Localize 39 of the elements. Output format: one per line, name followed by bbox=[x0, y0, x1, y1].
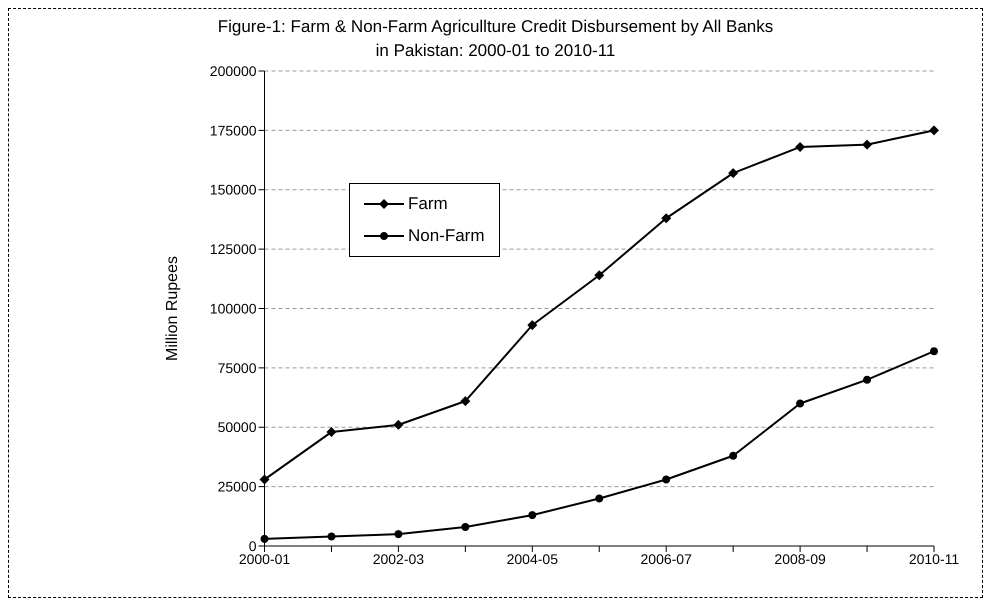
x-tick-label: 2002-03 bbox=[372, 550, 424, 567]
point bbox=[394, 530, 402, 538]
point bbox=[729, 452, 738, 460]
point bbox=[595, 494, 604, 502]
point bbox=[260, 534, 269, 543]
y-tick-label: 25000 bbox=[218, 478, 257, 495]
x-tick-label: 2008-09 bbox=[774, 550, 826, 567]
y-tick-label: 175000 bbox=[210, 122, 257, 138]
point bbox=[796, 400, 804, 408]
point bbox=[662, 476, 670, 484]
point bbox=[326, 427, 336, 437]
point bbox=[863, 376, 872, 384]
point bbox=[327, 532, 336, 540]
point bbox=[930, 347, 938, 356]
point bbox=[460, 396, 470, 406]
legend-label: Farm bbox=[408, 194, 448, 214]
x-tick-label: 2010-11 bbox=[908, 550, 960, 567]
point bbox=[795, 142, 806, 152]
y-tick-label: 100000 bbox=[210, 300, 257, 316]
point bbox=[594, 270, 604, 280]
point bbox=[461, 523, 470, 531]
y-tick-label: 150000 bbox=[210, 182, 257, 198]
point bbox=[527, 320, 538, 330]
y-tick-label: 200000 bbox=[210, 62, 257, 79]
point bbox=[260, 474, 270, 484]
legend-label: Non-Farm bbox=[408, 226, 485, 246]
x-tick-label: 2004-05 bbox=[506, 550, 558, 567]
y-tick-label: 125000 bbox=[210, 241, 257, 258]
point bbox=[728, 168, 738, 178]
x-tick-label: 2006-07 bbox=[640, 550, 692, 567]
y-tick-label: 50000 bbox=[218, 419, 257, 436]
point bbox=[862, 140, 872, 150]
y-tick-label: 75000 bbox=[218, 360, 257, 376]
chart-title: Figure-1: Farm & Non-Farm Agricullture Credit Disbursement by All Banks in Pakistan: 2000-01 to 2010-11 bbox=[216, 16, 774, 62]
y-axis-title: Million Rupees bbox=[164, 256, 182, 361]
point bbox=[661, 213, 672, 224]
point bbox=[393, 420, 404, 430]
point bbox=[929, 125, 939, 136]
point bbox=[528, 511, 536, 520]
